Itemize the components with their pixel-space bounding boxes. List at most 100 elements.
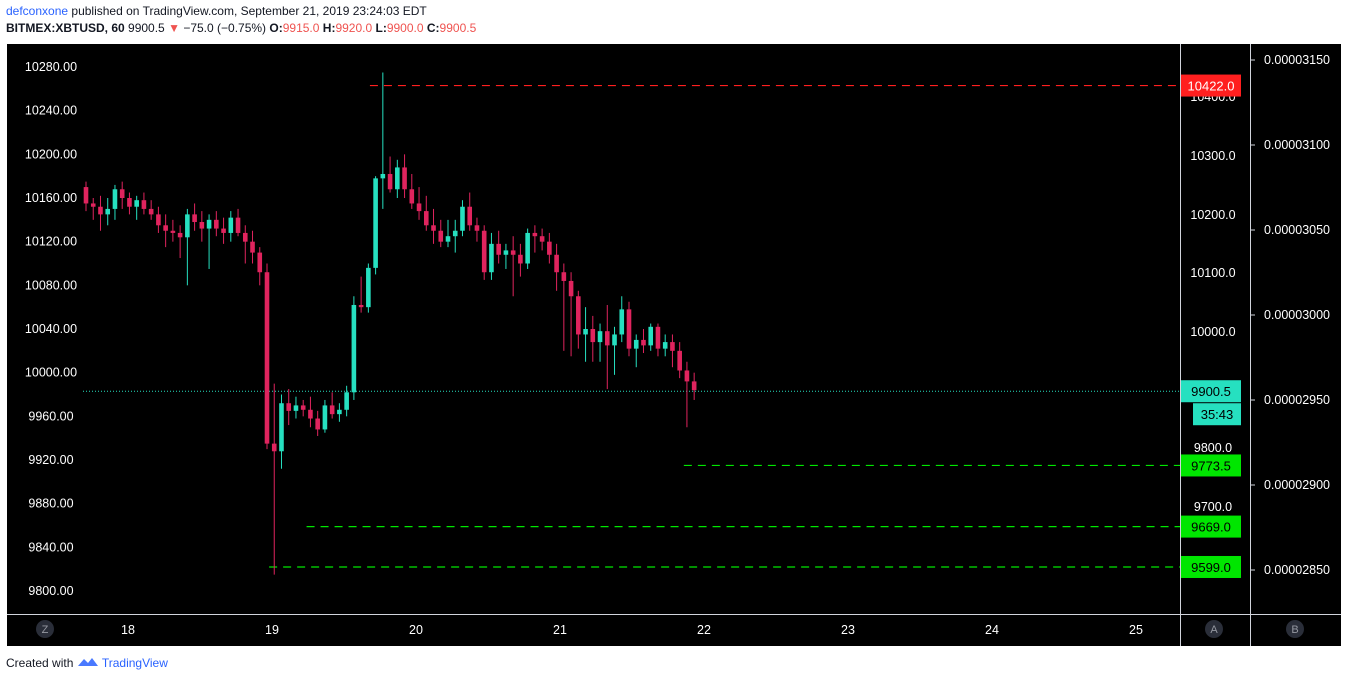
candle-body (373, 178, 378, 268)
candle-body (337, 409, 342, 415)
candle-body (257, 252, 263, 273)
down-arrow-icon: ▼ (168, 21, 180, 35)
author-link[interactable]: defconxone (6, 4, 69, 18)
inner-axis-tick-6: 9700.0 (1194, 500, 1232, 514)
candle (199, 211, 205, 242)
candle-body (185, 214, 190, 238)
last-price-label: 9900.5 (1181, 380, 1241, 403)
candle (242, 225, 248, 264)
candle-body (242, 232, 248, 242)
candle-body (156, 214, 161, 226)
support-label-2: 9669.0 (1181, 515, 1241, 538)
inner-axis-tick-5: 9800.0 (1194, 441, 1232, 455)
candle (633, 334, 639, 368)
b-button-label: B (1291, 624, 1298, 636)
candle (431, 208, 436, 244)
candle-body (597, 331, 603, 343)
candle-body (119, 189, 125, 198)
candle (257, 247, 263, 286)
time-axis-tick-2: 20 (409, 623, 423, 637)
candle-body (423, 211, 429, 226)
candle (105, 198, 111, 226)
candle (373, 176, 378, 275)
countdown-box (1193, 403, 1241, 426)
candle-body (539, 236, 545, 242)
candle-body (684, 370, 690, 382)
level-label-text: 10422.0 (1188, 79, 1235, 94)
candle-body (525, 232, 530, 264)
low-value: 9900.0 (386, 21, 424, 35)
candle (655, 323, 661, 357)
candle (670, 334, 675, 368)
candle-body (90, 203, 96, 207)
tradingview-link[interactable]: TradingView (101, 656, 168, 670)
candle (264, 263, 270, 450)
candle-body (554, 254, 559, 273)
left-price-axis[interactable]: 10280.00 10240.00 10200.00 10160.00 10120.00… (25, 60, 77, 598)
candle (380, 72, 386, 209)
auto-scale-button[interactable]: A (1205, 620, 1223, 638)
time-axis-tick-0: 18 (121, 623, 135, 637)
high-label: H: (322, 21, 336, 35)
candle (98, 195, 103, 231)
candle (561, 263, 567, 351)
candle (460, 200, 465, 237)
candle (214, 211, 219, 237)
level-label-text: 9669.0 (1191, 520, 1231, 535)
candle-body (445, 236, 451, 242)
candle (554, 243, 559, 291)
candle (604, 304, 610, 390)
time-axis[interactable]: 18 19 20 21 22 23 24 25 (121, 623, 1143, 637)
ratio-axis-tick-6: 0.00002850 (1264, 563, 1330, 577)
candle (539, 228, 545, 251)
candle-body (395, 167, 400, 190)
candle (489, 232, 494, 280)
time-axis-tick-6: 24 (985, 623, 999, 637)
candle (329, 392, 335, 419)
candle (423, 195, 429, 231)
candle-body (431, 225, 436, 231)
candle (271, 383, 277, 575)
candle (286, 389, 292, 426)
z-button[interactable]: Z (36, 620, 54, 638)
candle-body (279, 403, 284, 452)
candle (293, 396, 299, 419)
plot-area[interactable] (83, 72, 1180, 575)
candle (112, 184, 118, 220)
candle (163, 214, 168, 248)
candle-body (322, 405, 328, 430)
time-axis-tick-7: 25 (1129, 623, 1143, 637)
candle (235, 208, 241, 237)
footer: Created with TradingView (6, 656, 168, 670)
price-chart[interactable]: 10280.00 10240.00 10200.00 10160.00 10120.00… (7, 44, 1341, 646)
candle-body (351, 304, 357, 393)
candle-body (677, 350, 682, 371)
candle-body (467, 206, 473, 226)
candle-body (206, 219, 212, 229)
ratio-axis[interactable]: 0.00003150 0.00003100 0.00003050 0.00003000… (1250, 53, 1330, 577)
candle (192, 203, 197, 231)
candle-body (648, 326, 654, 346)
left-axis-tick-6: 10040.00 (25, 322, 77, 336)
ratio-axis-tick-1: 0.00003100 (1264, 138, 1330, 152)
b-button[interactable]: B (1286, 620, 1304, 638)
candle (221, 217, 226, 244)
candle-body (691, 381, 697, 391)
candle-body (568, 280, 574, 297)
level-label-text: 9773.5 (1191, 458, 1231, 473)
publish-info: defconxone published on TradingView.com,… (6, 4, 427, 18)
candle-body (583, 329, 588, 335)
candle-body (604, 331, 610, 346)
candle-body (177, 232, 183, 238)
left-axis-tick-2: 10200.00 (25, 147, 77, 161)
open-value: 9915.0 (282, 21, 320, 35)
candle-body (366, 267, 371, 308)
candle-body (641, 339, 646, 346)
candle-body (670, 342, 675, 351)
low-label: L: (375, 21, 387, 35)
inner-axis-tick-3: 10100.0 (1190, 266, 1235, 280)
last-price-box (1181, 380, 1241, 403)
candle-body (547, 241, 552, 255)
candle-body (83, 187, 89, 204)
candle (279, 394, 284, 469)
